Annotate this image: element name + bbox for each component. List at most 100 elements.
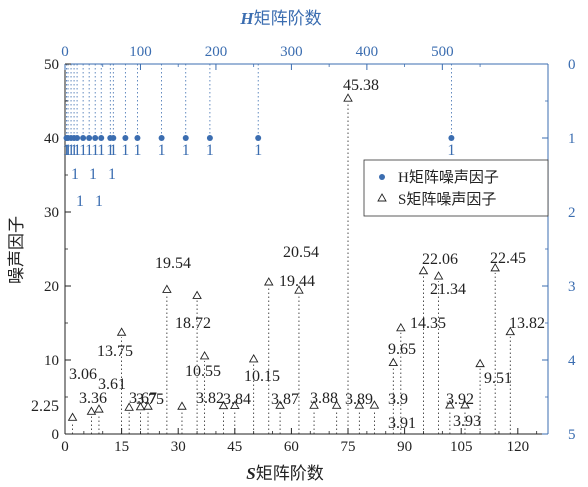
right-tick-label: 2 — [568, 205, 576, 221]
h-value-label: 1 — [158, 142, 166, 159]
h-value-label: 1 — [70, 142, 78, 159]
s-point — [94, 404, 104, 413]
top-tick-label: 200 — [205, 44, 228, 60]
legend-box — [363, 159, 549, 217]
right-tick-label: 5 — [568, 427, 576, 443]
s-value-label: 3.84 — [223, 391, 251, 408]
top-tick-label: 500 — [431, 44, 454, 60]
bottom-axis-title-italic: S — [246, 464, 255, 483]
s-point — [331, 400, 342, 409]
s-value-label: 9.51 — [484, 370, 512, 387]
s-value-label: 3.93 — [453, 413, 481, 430]
h-value-label: 1 — [182, 142, 190, 159]
s-value-label: 20.54 — [283, 244, 319, 261]
top-axis-title-italic: H — [239, 9, 254, 28]
left-axis-title: 噪声因子 — [7, 216, 26, 284]
s-value-label: 3.67 — [129, 390, 157, 407]
s-value-label: 10.55 — [185, 363, 221, 380]
legend-h-marker — [379, 174, 385, 180]
s-value-label: 22.45 — [490, 250, 526, 267]
s-value-label: 3.36 — [79, 390, 107, 407]
h-value-label: 1 — [63, 142, 71, 159]
s-value-label: 3.75 — [136, 391, 164, 408]
s-value-label: 3.82 — [196, 390, 224, 407]
h-point — [134, 135, 141, 141]
s-point — [294, 285, 304, 294]
s-point — [248, 353, 259, 363]
h-value-label: 1 — [79, 142, 87, 159]
s-point — [433, 271, 444, 280]
s-value-label: 3.92 — [446, 391, 474, 408]
h-value-label: 1 — [447, 142, 455, 159]
h-point — [92, 135, 99, 141]
s-point — [343, 93, 353, 102]
s-value-label: 13.75 — [97, 343, 133, 360]
right-tick-label: 0 — [568, 57, 576, 73]
h-value-label: 1 — [85, 142, 93, 159]
h-extra-label: 1 — [71, 166, 79, 183]
h-point — [98, 135, 105, 141]
s-value-label: 18.72 — [175, 315, 211, 332]
bottom-tick-label: 0 — [61, 439, 69, 455]
h-point — [158, 135, 165, 141]
h-value-label: 1 — [97, 142, 105, 159]
s-value-label: 3.9 — [388, 391, 408, 408]
h-value-label: 1 — [106, 142, 114, 159]
h-extra-label: 1 — [95, 193, 103, 210]
s-point — [192, 290, 202, 299]
s-value-label: 45.38 — [343, 77, 379, 94]
left-tick-label: 20 — [44, 279, 59, 295]
s-value-label: 3.61 — [98, 376, 126, 393]
h-point — [255, 135, 262, 141]
h-point — [74, 135, 81, 141]
bottom-tick-label: 15 — [114, 439, 129, 455]
bottom-tick-label: 45 — [227, 439, 242, 455]
h-value-label: 1 — [121, 142, 129, 159]
s-point — [388, 357, 399, 367]
top-axis-title: H矩阵阶数 — [239, 9, 321, 28]
s-point — [460, 400, 470, 409]
bottom-tick-label: 60 — [284, 439, 299, 455]
s-value-label: 3.06 — [69, 366, 97, 383]
h-value-label: 1 — [254, 142, 262, 159]
h-extra-label: 1 — [89, 166, 97, 183]
h-point — [110, 135, 117, 141]
s-value-label: 14.35 — [410, 315, 446, 332]
s-point — [177, 401, 187, 410]
bottom-tick-label: 75 — [341, 439, 356, 455]
right-tick-label: 3 — [568, 279, 576, 295]
s-value-label: 3.87 — [271, 391, 299, 408]
legend-s-label: S矩阵噪声因子 — [398, 190, 496, 208]
h-value-label: 1 — [133, 142, 141, 159]
h-value-label: 1 — [91, 142, 99, 159]
h-value-label: 1 — [73, 142, 81, 159]
s-value-label: 2.25 — [31, 398, 59, 415]
h-point — [206, 135, 213, 141]
h-value-label: 1 — [67, 142, 75, 159]
h-point — [86, 135, 93, 141]
left-tick-label: 50 — [44, 57, 59, 73]
s-point — [116, 327, 127, 336]
h-value-label: 1 — [206, 142, 214, 159]
bottom-tick-label: 105 — [450, 439, 473, 455]
data-marks — [63, 93, 516, 421]
s-value-label: 3.88 — [310, 390, 338, 407]
s-point — [218, 400, 229, 410]
s-point — [135, 401, 146, 411]
s-value-label: 21.34 — [430, 281, 466, 298]
left-tick-label: 40 — [44, 131, 59, 147]
s-point — [490, 262, 500, 272]
s-point — [263, 277, 274, 286]
s-value-label: 22.06 — [422, 251, 458, 268]
s-point — [418, 265, 429, 275]
s-point — [67, 412, 78, 421]
s-point — [199, 351, 210, 360]
h-point — [448, 135, 455, 141]
s-value-label: 19.44 — [279, 273, 315, 290]
legend-s-marker — [377, 193, 387, 202]
bottom-tick-label: 90 — [397, 439, 412, 455]
s-point — [445, 400, 455, 409]
s-point — [354, 400, 365, 409]
h-value-label: 1 — [64, 142, 72, 159]
